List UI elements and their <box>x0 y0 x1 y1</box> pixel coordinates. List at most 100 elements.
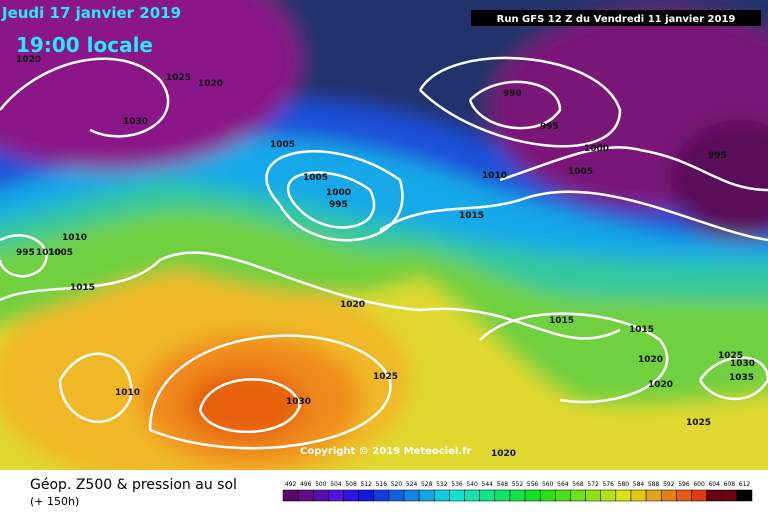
isobar-label: 1015 <box>70 283 95 293</box>
isobar-label: 1025 <box>166 73 191 83</box>
isobar-label: 1030 <box>730 359 755 369</box>
isobar-label: 995 <box>708 151 727 161</box>
run-info: Run GFS 12 Z du Vendredi 11 janvier 2019 <box>497 14 736 25</box>
scale-swatch <box>645 489 662 502</box>
scale-swatch <box>691 489 707 502</box>
scale-label: 604 <box>708 481 720 488</box>
isobar-label: 1000 <box>326 188 351 198</box>
isobar-label: 1025 <box>686 418 711 428</box>
isobar-label: 1005 <box>48 248 73 258</box>
scale-label: 592 <box>663 481 675 488</box>
scale-swatch <box>328 489 344 502</box>
isobar-label: 1035 <box>729 373 754 383</box>
scale-swatch <box>494 489 511 502</box>
scale-label: 576 <box>603 481 615 488</box>
isobar-label: 1020 <box>198 79 223 89</box>
scale-swatch <box>570 489 586 502</box>
scale-swatch <box>660 489 677 502</box>
color-scale: 492 496 500 504 508 512 516 520 524 528 532 536 540 5… <box>282 481 753 502</box>
isobar-label: 1005 <box>270 140 295 150</box>
scale-swatch <box>358 489 375 502</box>
scale-swatch <box>706 489 722 502</box>
scale-swatch <box>676 489 692 502</box>
scale-swatch <box>509 489 526 502</box>
scale-label: 540 <box>466 481 478 488</box>
scale-label: 556 <box>527 481 539 488</box>
isobar-label: 1030 <box>123 117 148 127</box>
scale-label: 584 <box>633 481 645 488</box>
isobar-label: 990 <box>503 89 522 99</box>
run-box <box>471 10 761 26</box>
scale-swatch <box>373 489 390 502</box>
isobar-label: 1025 <box>373 372 398 382</box>
scale-swatch <box>434 489 450 502</box>
isobar-label: 1005 <box>568 167 593 177</box>
scale-label: 512 <box>360 481 372 488</box>
scale-swatch <box>615 489 632 502</box>
isobar-label: 1020 <box>16 55 41 65</box>
scale-swatch <box>297 489 314 502</box>
scale-swatch <box>464 489 480 502</box>
scale-swatch <box>600 489 617 502</box>
scale-label: 500 <box>315 481 327 488</box>
scale-swatch <box>449 489 465 502</box>
isobar-label: 995 <box>540 122 559 132</box>
scale-swatch <box>418 489 435 502</box>
isobar-label: 1000 <box>584 144 609 154</box>
isobar-label: 1020 <box>340 300 365 310</box>
isobar-label: 1010 <box>115 388 140 398</box>
scale-label: 504 <box>330 481 342 488</box>
isobar-label: 1010 <box>62 233 87 243</box>
scale-label: 608 <box>724 481 736 488</box>
scale-swatch <box>585 489 601 502</box>
isobar-label: 1020 <box>491 449 516 459</box>
isobar-label: 1005 <box>303 173 328 183</box>
scale-swatch <box>555 489 571 502</box>
scale-swatch <box>343 489 359 502</box>
isobar-label: 995 <box>329 200 348 210</box>
isobar-label: 1010 <box>482 171 507 181</box>
isobar-label: 1010 <box>36 248 61 258</box>
isobar-label: 1015 <box>459 211 484 221</box>
scale-label: 612 <box>739 481 751 488</box>
forecast-time: 19:00 locale <box>16 33 153 57</box>
forecast-date: Jeudi 17 janvier 2019 <box>1 4 181 22</box>
scale-label: 520 <box>391 481 403 488</box>
isobar-label: 1015 <box>549 316 574 326</box>
isobar-label-layer: 1020 1025 1020 1030 1005 1005 1000 995 1010 995 10… <box>16 55 755 459</box>
scale-label: 516 <box>376 481 388 488</box>
isobar-label: 1030 <box>286 397 311 407</box>
scale-swatch <box>630 489 647 502</box>
scale-label: 596 <box>678 481 690 488</box>
geopotential-field <box>0 0 768 490</box>
scale-label: 588 <box>648 481 660 488</box>
isobar-label: 1025 <box>718 351 743 361</box>
scale-label: 536 <box>451 481 463 488</box>
scale-label: 496 <box>300 481 312 488</box>
scale-label: 528 <box>421 481 433 488</box>
scale-label: 572 <box>587 481 599 488</box>
scale-swatch <box>388 489 405 502</box>
scale-label: 544 <box>482 481 494 488</box>
scale-swatch <box>539 489 556 502</box>
isobars <box>0 56 768 450</box>
scale-swatch <box>479 489 496 502</box>
scale-label: 548 <box>497 481 509 488</box>
footer-lead: (+ 150h) <box>30 495 79 508</box>
scale-label: 524 <box>406 481 418 488</box>
scale-swatch <box>524 489 541 502</box>
scale-swatch <box>721 489 738 502</box>
isobar-label: 1020 <box>648 380 673 390</box>
scale-label: 568 <box>572 481 584 488</box>
scale-swatch <box>403 489 420 502</box>
isobar-label: 1015 <box>629 325 654 335</box>
scale-label: 552 <box>512 481 524 488</box>
isobar-label: 1020 <box>638 355 663 365</box>
scale-label: 564 <box>557 481 569 488</box>
scale-label: 560 <box>542 481 554 488</box>
footer-title: Géop. Z500 & pression au sol <box>30 477 237 493</box>
scale-label: 532 <box>436 481 448 488</box>
scale-swatch <box>282 489 299 502</box>
scale-swatch <box>313 489 329 502</box>
